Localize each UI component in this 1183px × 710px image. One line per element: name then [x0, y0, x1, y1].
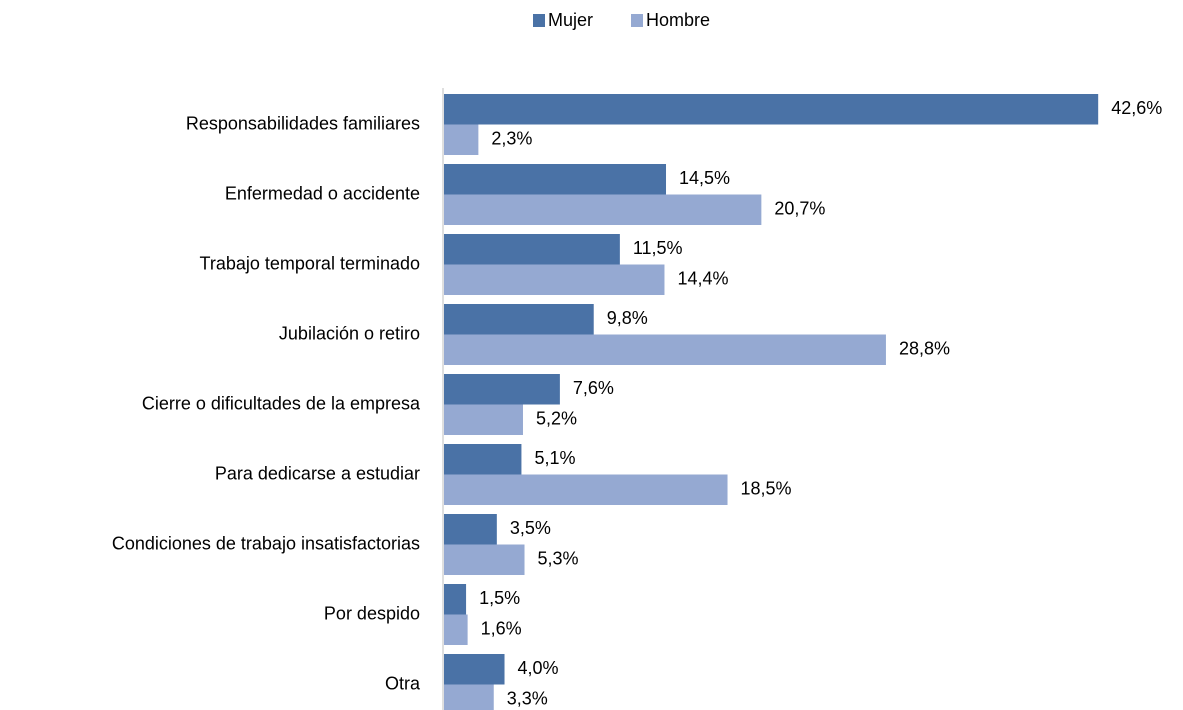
- bar: [444, 374, 560, 405]
- bar: [444, 234, 620, 265]
- category-label: Enfermedad o accidente: [225, 183, 420, 203]
- bar: [444, 94, 1099, 125]
- legend-swatch: [631, 14, 643, 27]
- value-label: 4,0%: [518, 658, 559, 678]
- category-label: Condiciones de trabajo insatisfactorias: [112, 533, 420, 553]
- legend-label: Hombre: [646, 10, 710, 30]
- bar: [444, 264, 665, 295]
- bar: [444, 654, 505, 685]
- bar: [444, 474, 728, 505]
- value-label: 3,5%: [510, 518, 551, 538]
- bar: [444, 544, 525, 575]
- category-label: Otra: [385, 673, 421, 693]
- value-label: 5,1%: [534, 448, 575, 468]
- value-label: 42,6%: [1111, 98, 1162, 118]
- value-label: 28,8%: [899, 339, 950, 359]
- value-label: 14,4%: [677, 269, 728, 289]
- value-label: 20,7%: [774, 199, 825, 219]
- value-label: 1,6%: [481, 619, 522, 639]
- bar: [444, 194, 762, 225]
- bar: [444, 164, 667, 195]
- bar: [444, 684, 494, 710]
- bar: [444, 584, 467, 615]
- bar: [444, 304, 594, 335]
- category-label: Cierre o dificultades de la empresa: [142, 393, 421, 413]
- bar: [444, 444, 522, 475]
- value-label: 3,3%: [507, 689, 548, 709]
- category-label: Para dedicarse a estudiar: [215, 463, 420, 483]
- bar: [444, 334, 886, 365]
- category-label: Jubilación o retiro: [279, 323, 420, 343]
- bar: [444, 404, 523, 435]
- category-label: Por despido: [324, 603, 420, 623]
- bar: [444, 614, 468, 645]
- category-label: Responsabilidades familiares: [186, 113, 420, 133]
- value-label: 5,2%: [536, 409, 577, 429]
- value-label: 7,6%: [573, 378, 614, 398]
- value-label: 18,5%: [741, 479, 792, 499]
- value-label: 2,3%: [491, 129, 532, 149]
- legend-label: Mujer: [548, 10, 593, 30]
- value-label: 14,5%: [679, 168, 730, 188]
- bar: [444, 124, 479, 155]
- category-label: Trabajo temporal terminado: [200, 253, 420, 273]
- value-label: 11,5%: [633, 238, 683, 258]
- legend-swatch: [533, 14, 545, 27]
- value-label: 1,5%: [479, 588, 520, 608]
- value-label: 5,3%: [538, 549, 579, 569]
- bar: [444, 514, 497, 545]
- value-label: 9,8%: [607, 308, 648, 328]
